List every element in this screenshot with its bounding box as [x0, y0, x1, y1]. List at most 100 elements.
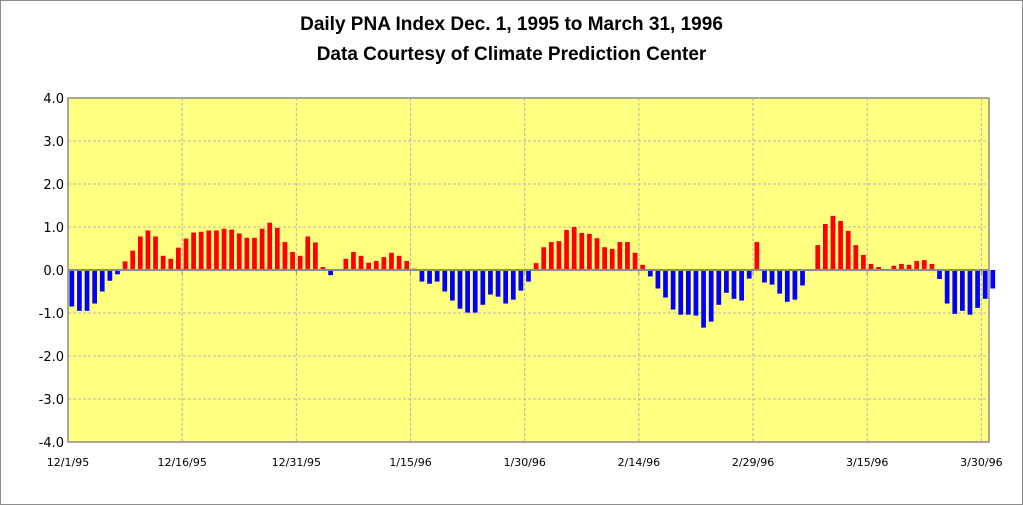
bar [137, 236, 143, 270]
bar [944, 270, 950, 304]
y-tick-label: 2.0 [43, 178, 64, 193]
x-tick-labels: 12/1/95 12/16/95 12/31/95 1/15/96 1/30/96 2/1… [47, 456, 1003, 469]
bar [206, 230, 212, 270]
bar [564, 230, 569, 270]
bar [145, 230, 151, 270]
bar [579, 233, 585, 270]
bar [541, 247, 547, 270]
bar [472, 270, 478, 313]
bar [800, 270, 805, 286]
bar [754, 242, 760, 270]
bar [594, 238, 600, 270]
bar [632, 252, 638, 270]
bar [107, 270, 113, 281]
bar [982, 270, 988, 299]
bar [685, 270, 691, 315]
bar [640, 264, 646, 270]
axes [67, 97, 990, 443]
bar [457, 270, 463, 309]
bar [221, 228, 227, 270]
y-tick-label: 1.0 [43, 221, 64, 236]
bar [267, 222, 273, 270]
bar [351, 251, 356, 270]
bar [115, 270, 120, 275]
bar [769, 270, 775, 285]
bar [937, 270, 942, 280]
bar [495, 270, 501, 297]
bar [274, 227, 280, 270]
x-tick-label: 2/14/96 [618, 456, 660, 469]
bar [533, 263, 539, 270]
bar [526, 270, 531, 282]
bar [183, 238, 189, 270]
bar [731, 270, 737, 299]
bar [724, 270, 729, 293]
bar [625, 242, 630, 270]
bar [434, 270, 440, 282]
bar [701, 270, 706, 328]
bar [480, 270, 486, 305]
bar [838, 220, 843, 270]
bar [693, 270, 699, 316]
bar [503, 270, 509, 304]
bar [305, 236, 311, 270]
x-tick-label: 3/30/96 [960, 456, 1002, 469]
bar [465, 270, 470, 313]
bar [373, 260, 379, 270]
y-tick-label: -4.0 [39, 436, 64, 451]
bar [792, 270, 798, 300]
bar [389, 252, 394, 270]
gridlines [68, 98, 989, 442]
bar [602, 247, 607, 270]
bar [845, 230, 851, 270]
bar [343, 258, 349, 270]
bar [99, 270, 105, 292]
bar [69, 270, 75, 307]
bar [548, 242, 554, 270]
bar [861, 254, 866, 270]
bar [122, 261, 128, 270]
x-tick-label: 3/15/96 [846, 456, 888, 469]
bar [442, 270, 448, 292]
bar [366, 262, 372, 270]
bar [746, 270, 752, 279]
bar [899, 263, 904, 270]
bar [975, 270, 980, 308]
bar [784, 270, 790, 302]
bar [609, 248, 615, 270]
y-tick-label: -1.0 [39, 307, 64, 322]
bar [510, 270, 516, 300]
bar [929, 263, 935, 270]
bar [328, 270, 333, 276]
bar [670, 270, 676, 310]
y-tick-label: 3.0 [43, 135, 64, 150]
x-tick-label: 1/15/96 [389, 456, 431, 469]
bar [229, 229, 235, 270]
bar [914, 260, 920, 270]
bar [853, 245, 859, 270]
bar [587, 233, 592, 270]
bar [952, 270, 958, 314]
bar [891, 265, 897, 270]
bar [130, 250, 136, 270]
y-tick-labels: 4.0 3.0 2.0 1.0 0.0 -1.0 -2.0 -3.0 -4.0 [39, 92, 64, 451]
y-tick-label: 4.0 [43, 92, 64, 107]
bar [77, 270, 82, 311]
x-tick-label: 2/29/96 [732, 456, 774, 469]
y-tick-label: -2.0 [39, 350, 64, 365]
bar [84, 270, 90, 311]
bar [427, 270, 432, 284]
bar [815, 245, 821, 270]
y-tick-label: 0.0 [43, 264, 64, 279]
bar [556, 241, 562, 270]
bar [617, 242, 623, 270]
bar [708, 270, 714, 322]
bar [236, 233, 242, 270]
x-tick-label: 1/30/96 [503, 456, 545, 469]
y-tick-label: -3.0 [39, 393, 64, 408]
bar [488, 270, 493, 295]
bar [419, 270, 425, 282]
x-tick-label: 12/31/95 [272, 456, 321, 469]
bar [252, 237, 257, 270]
